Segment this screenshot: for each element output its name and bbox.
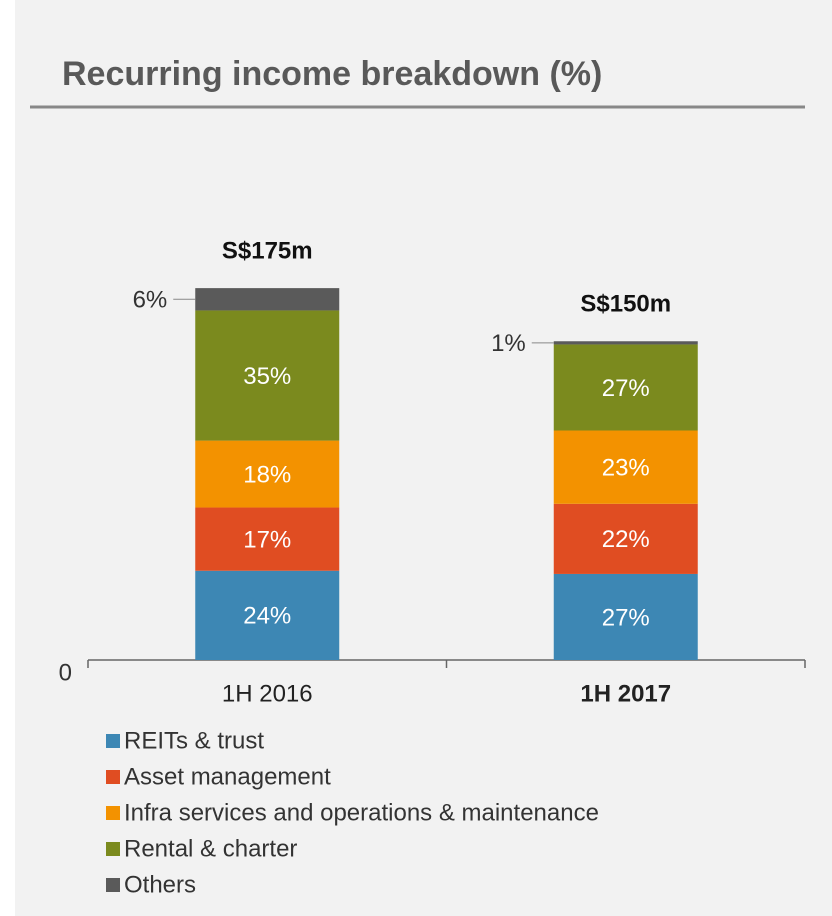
value-label: 22% [602, 526, 650, 553]
bar-segment [195, 507, 340, 571]
bar-segment [195, 288, 340, 311]
value-label: 17% [243, 526, 291, 553]
legend-swatch [106, 878, 120, 892]
x-tick-label: 1H 2017 [580, 680, 671, 707]
legend-label: Asset management [124, 763, 331, 790]
bar-segment [195, 570, 340, 660]
legend-swatch [106, 734, 120, 748]
total-label: S$175m [222, 237, 313, 264]
bar-segment [553, 573, 698, 660]
value-label: 27% [602, 375, 650, 402]
bar-segment [195, 440, 340, 508]
bar-segment [553, 503, 698, 574]
value-label: 23% [602, 455, 650, 482]
legend-label: Others [124, 871, 196, 898]
value-label: 1% [491, 330, 526, 357]
legend-label: Rental & charter [124, 835, 297, 862]
total-label: S$150m [580, 291, 671, 318]
left-strip [0, 0, 15, 916]
legend-label: REITs & trust [124, 727, 264, 754]
bar-segment [553, 344, 698, 431]
chart-title: Recurring income breakdown (%) [62, 55, 602, 93]
legend-label: Infra services and operations & maintena… [124, 799, 599, 826]
value-label: 18% [243, 461, 291, 488]
value-label: 35% [243, 363, 291, 390]
bar-segment [553, 341, 698, 345]
bar-segment [195, 310, 340, 441]
value-label: 6% [133, 287, 168, 314]
value-label: 27% [602, 604, 650, 631]
y-tick-label: 0 [59, 659, 72, 686]
legend-swatch [106, 842, 120, 856]
x-tick-label: 1H 2016 [222, 680, 313, 707]
legend-swatch [106, 806, 120, 820]
value-label: 24% [243, 603, 291, 630]
bar-segment [553, 430, 698, 504]
legend-swatch [106, 770, 120, 784]
